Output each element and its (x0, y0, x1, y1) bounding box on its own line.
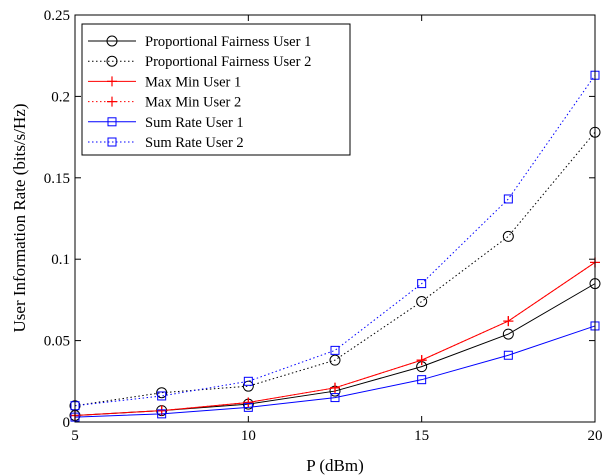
legend: Proportional Fairness User 1 Proportional… (81, 23, 351, 156)
data-point-s2-2 (156, 387, 168, 399)
data-point-s5-2 (157, 409, 167, 419)
data-point-s4-5 (416, 355, 427, 366)
legend-label-1: Proportional Fairness User 1 (145, 34, 311, 50)
legend-label-6: Sum Rate User 2 (145, 135, 244, 151)
data-point-s5-4 (330, 393, 340, 403)
legend-marker-2 (106, 55, 118, 67)
data-point-s4-3 (243, 397, 254, 408)
legend-marker-5 (107, 117, 117, 127)
legend-marker-6 (107, 137, 117, 147)
y-tick-label: 0 (63, 415, 71, 431)
data-point-s4-6 (503, 316, 514, 327)
data-point-s5-3 (243, 402, 253, 412)
legend-marker-1 (106, 35, 118, 47)
data-point-s2-4 (329, 354, 341, 366)
legend-label-2: Proportional Fairness User 2 (145, 54, 311, 70)
y-tick-label: 0.1 (51, 252, 70, 268)
y-axis-title: User Information Rate (bits/s/Hz) (10, 104, 29, 333)
y-tick-label: 0.25 (44, 8, 70, 24)
data-point-s2-3 (242, 380, 254, 392)
legend-label-4: Max Min User 2 (145, 95, 241, 111)
legend-box (81, 23, 351, 156)
data-point-s6-4 (330, 345, 340, 355)
series-line-5 (74, 325, 596, 418)
data-point-s6-2 (157, 391, 167, 401)
y-tick-label: 0.15 (44, 171, 70, 187)
x-axis-title: P (dBm) (306, 456, 363, 475)
data-point-s2-6 (502, 230, 514, 242)
x-tick-label: 5 (71, 428, 79, 444)
x-tick-label: 20 (588, 428, 603, 444)
data-point-s6-6 (503, 194, 513, 204)
data-point-s1-6 (502, 328, 514, 340)
data-point-s6-3 (243, 376, 253, 386)
y-tick-label: 0.05 (44, 334, 70, 350)
x-tick-label: 10 (241, 428, 256, 444)
plot-frame (74, 14, 596, 423)
data-point-s4-4 (330, 382, 340, 393)
legend-marker-4 (107, 96, 117, 107)
data-point-s6-5 (417, 279, 427, 289)
data-point-s2-5 (416, 296, 428, 308)
series-line-2 (74, 131, 596, 407)
y-tick-label: 0.2 (51, 89, 70, 105)
legend-label-5: Sum Rate User 1 (145, 115, 244, 131)
data-point-s5-6 (503, 350, 513, 360)
data-point-s5-5 (417, 375, 427, 385)
legend-label-3: Max Min User 1 (145, 74, 241, 90)
axes-layer: 5 10 15 20 0 0.05 0.1 0.15 0.2 0.25 (44, 8, 603, 444)
legend-marker-3 (107, 76, 117, 87)
x-tick-label: 15 (414, 428, 429, 444)
